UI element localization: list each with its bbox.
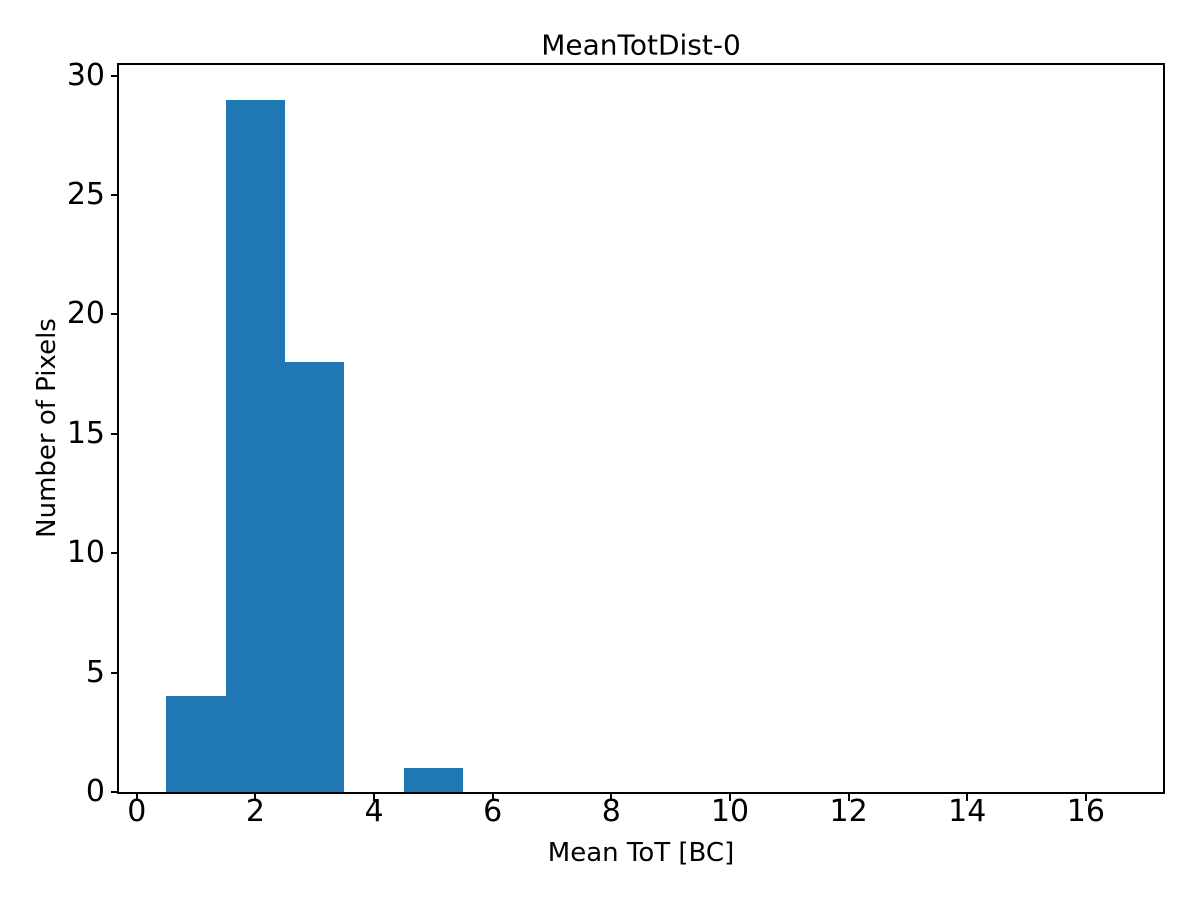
x-tick-label: 10 [710, 794, 750, 829]
histogram-bar [403, 768, 464, 792]
x-tick-label: 12 [829, 794, 868, 829]
x-tick-label: 14 [948, 794, 987, 829]
y-tick [111, 74, 117, 77]
x-axis-label: Mean ToT [BC] [547, 838, 735, 868]
x-tick-label: 16 [1066, 794, 1105, 829]
x-tick-label: 0 [127, 794, 147, 829]
histogram-bar [225, 99, 286, 792]
x-tick [135, 794, 138, 801]
y-axis-label: Number of Pixels [32, 318, 62, 538]
x-tick-label: 4 [364, 794, 384, 829]
x-tick [966, 794, 969, 801]
x-tick [728, 794, 731, 801]
y-tick-label: 30 [66, 57, 105, 93]
y-tick [111, 791, 117, 793]
y-tick [111, 552, 117, 555]
x-tick [847, 794, 850, 801]
x-tick-label: 2 [245, 794, 265, 829]
x-tick-label: 8 [601, 794, 621, 829]
y-tick [111, 194, 117, 197]
plot-area: 0 2 4 6 8 10 12 14 16 0 5 10 15 20 25 30 [67, 60, 1165, 827]
y-tick-label: 0 [85, 774, 105, 809]
y-tick-label: 5 [85, 654, 105, 690]
x-tick [610, 794, 613, 801]
chart-title: MeanTotDist-0 [541, 28, 741, 62]
x-tick [1084, 794, 1087, 801]
x-tick [491, 794, 494, 801]
x-tick [373, 794, 376, 801]
y-tick [111, 671, 117, 674]
y-tick-label: 15 [66, 415, 105, 451]
y-tick [111, 432, 117, 435]
y-tick [111, 313, 117, 316]
y-tick-label: 10 [66, 535, 105, 571]
histogram-bar [285, 362, 345, 792]
x-tick-label: 6 [483, 794, 503, 829]
y-tick-label: 20 [66, 296, 105, 332]
histogram-bar [166, 696, 226, 792]
y-tick-label: 25 [66, 177, 105, 213]
x-tick [254, 794, 257, 801]
